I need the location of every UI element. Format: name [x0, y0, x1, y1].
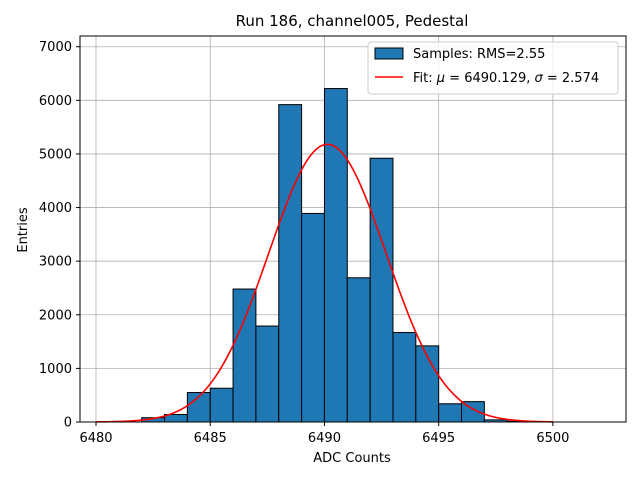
fit-curve-layer — [95, 143, 553, 423]
histogram-bars — [141, 88, 531, 423]
legend-fit-prefix: Fit: — [413, 71, 437, 86]
histogram-bar-13 — [438, 403, 463, 423]
x-tick-label-0: 6480 — [79, 431, 112, 446]
x-tick-label-4: 6500 — [536, 431, 569, 446]
plot-frame — [79, 35, 627, 423]
x-tick-label-3: 6495 — [422, 431, 455, 446]
y-axis-label: Entries — [16, 207, 31, 253]
y-tick-label-0: 0 — [64, 416, 72, 431]
y-tick-label-4: 4000 — [39, 201, 72, 216]
x-tick-label-1: 6485 — [194, 431, 227, 446]
legend-sigma-value: = 2.574 — [543, 71, 599, 86]
histogram-bar-9 — [346, 277, 371, 423]
histogram-bar-4 — [232, 288, 257, 423]
y-tick-label-5: 5000 — [39, 147, 72, 162]
y-tick-label-2: 2000 — [39, 308, 72, 323]
x-axis-ticks: 6480 6485 6490 6495 6500 — [79, 422, 569, 446]
fit-curve — [95, 143, 553, 423]
histogram-bar-8 — [323, 88, 348, 423]
histogram-bar-10 — [369, 157, 394, 423]
legend-samples-label: Samples: RMS=2.55 — [413, 47, 545, 62]
histogram-bar-5 — [255, 325, 280, 423]
histogram-bar-7 — [301, 212, 325, 423]
legend-mu-symbol: μ — [436, 71, 445, 86]
y-tick-label-1: 1000 — [39, 362, 72, 377]
y-axis-ticks: 0 1000 2000 3000 4000 5000 6000 7000 — [39, 40, 80, 431]
x-tick-label-2: 6490 — [308, 431, 341, 446]
legend-fit-label: Fit: μ = 6490.129, σ = 2.574 — [413, 71, 599, 86]
legend-box — [367, 41, 619, 95]
legend-mu-value: = 6490.129, — [445, 71, 534, 86]
y-tick-label-6: 6000 — [39, 94, 72, 109]
x-axis-label: ADC Counts — [313, 451, 391, 466]
legend-sigma-symbol: σ — [535, 71, 544, 86]
histogram-bar-6 — [278, 104, 303, 423]
histogram-bar-11 — [392, 331, 417, 423]
histogram-bar-3 — [209, 387, 234, 423]
legend: Samples: RMS=2.55 Fit: μ = 6490.129, σ =… — [367, 41, 619, 95]
y-tick-label-7: 7000 — [39, 40, 72, 55]
chart-title: Run 186, channel005, Pedestal — [236, 12, 469, 30]
legend-histogram-swatch — [374, 47, 404, 60]
y-tick-label-3: 3000 — [39, 255, 72, 270]
